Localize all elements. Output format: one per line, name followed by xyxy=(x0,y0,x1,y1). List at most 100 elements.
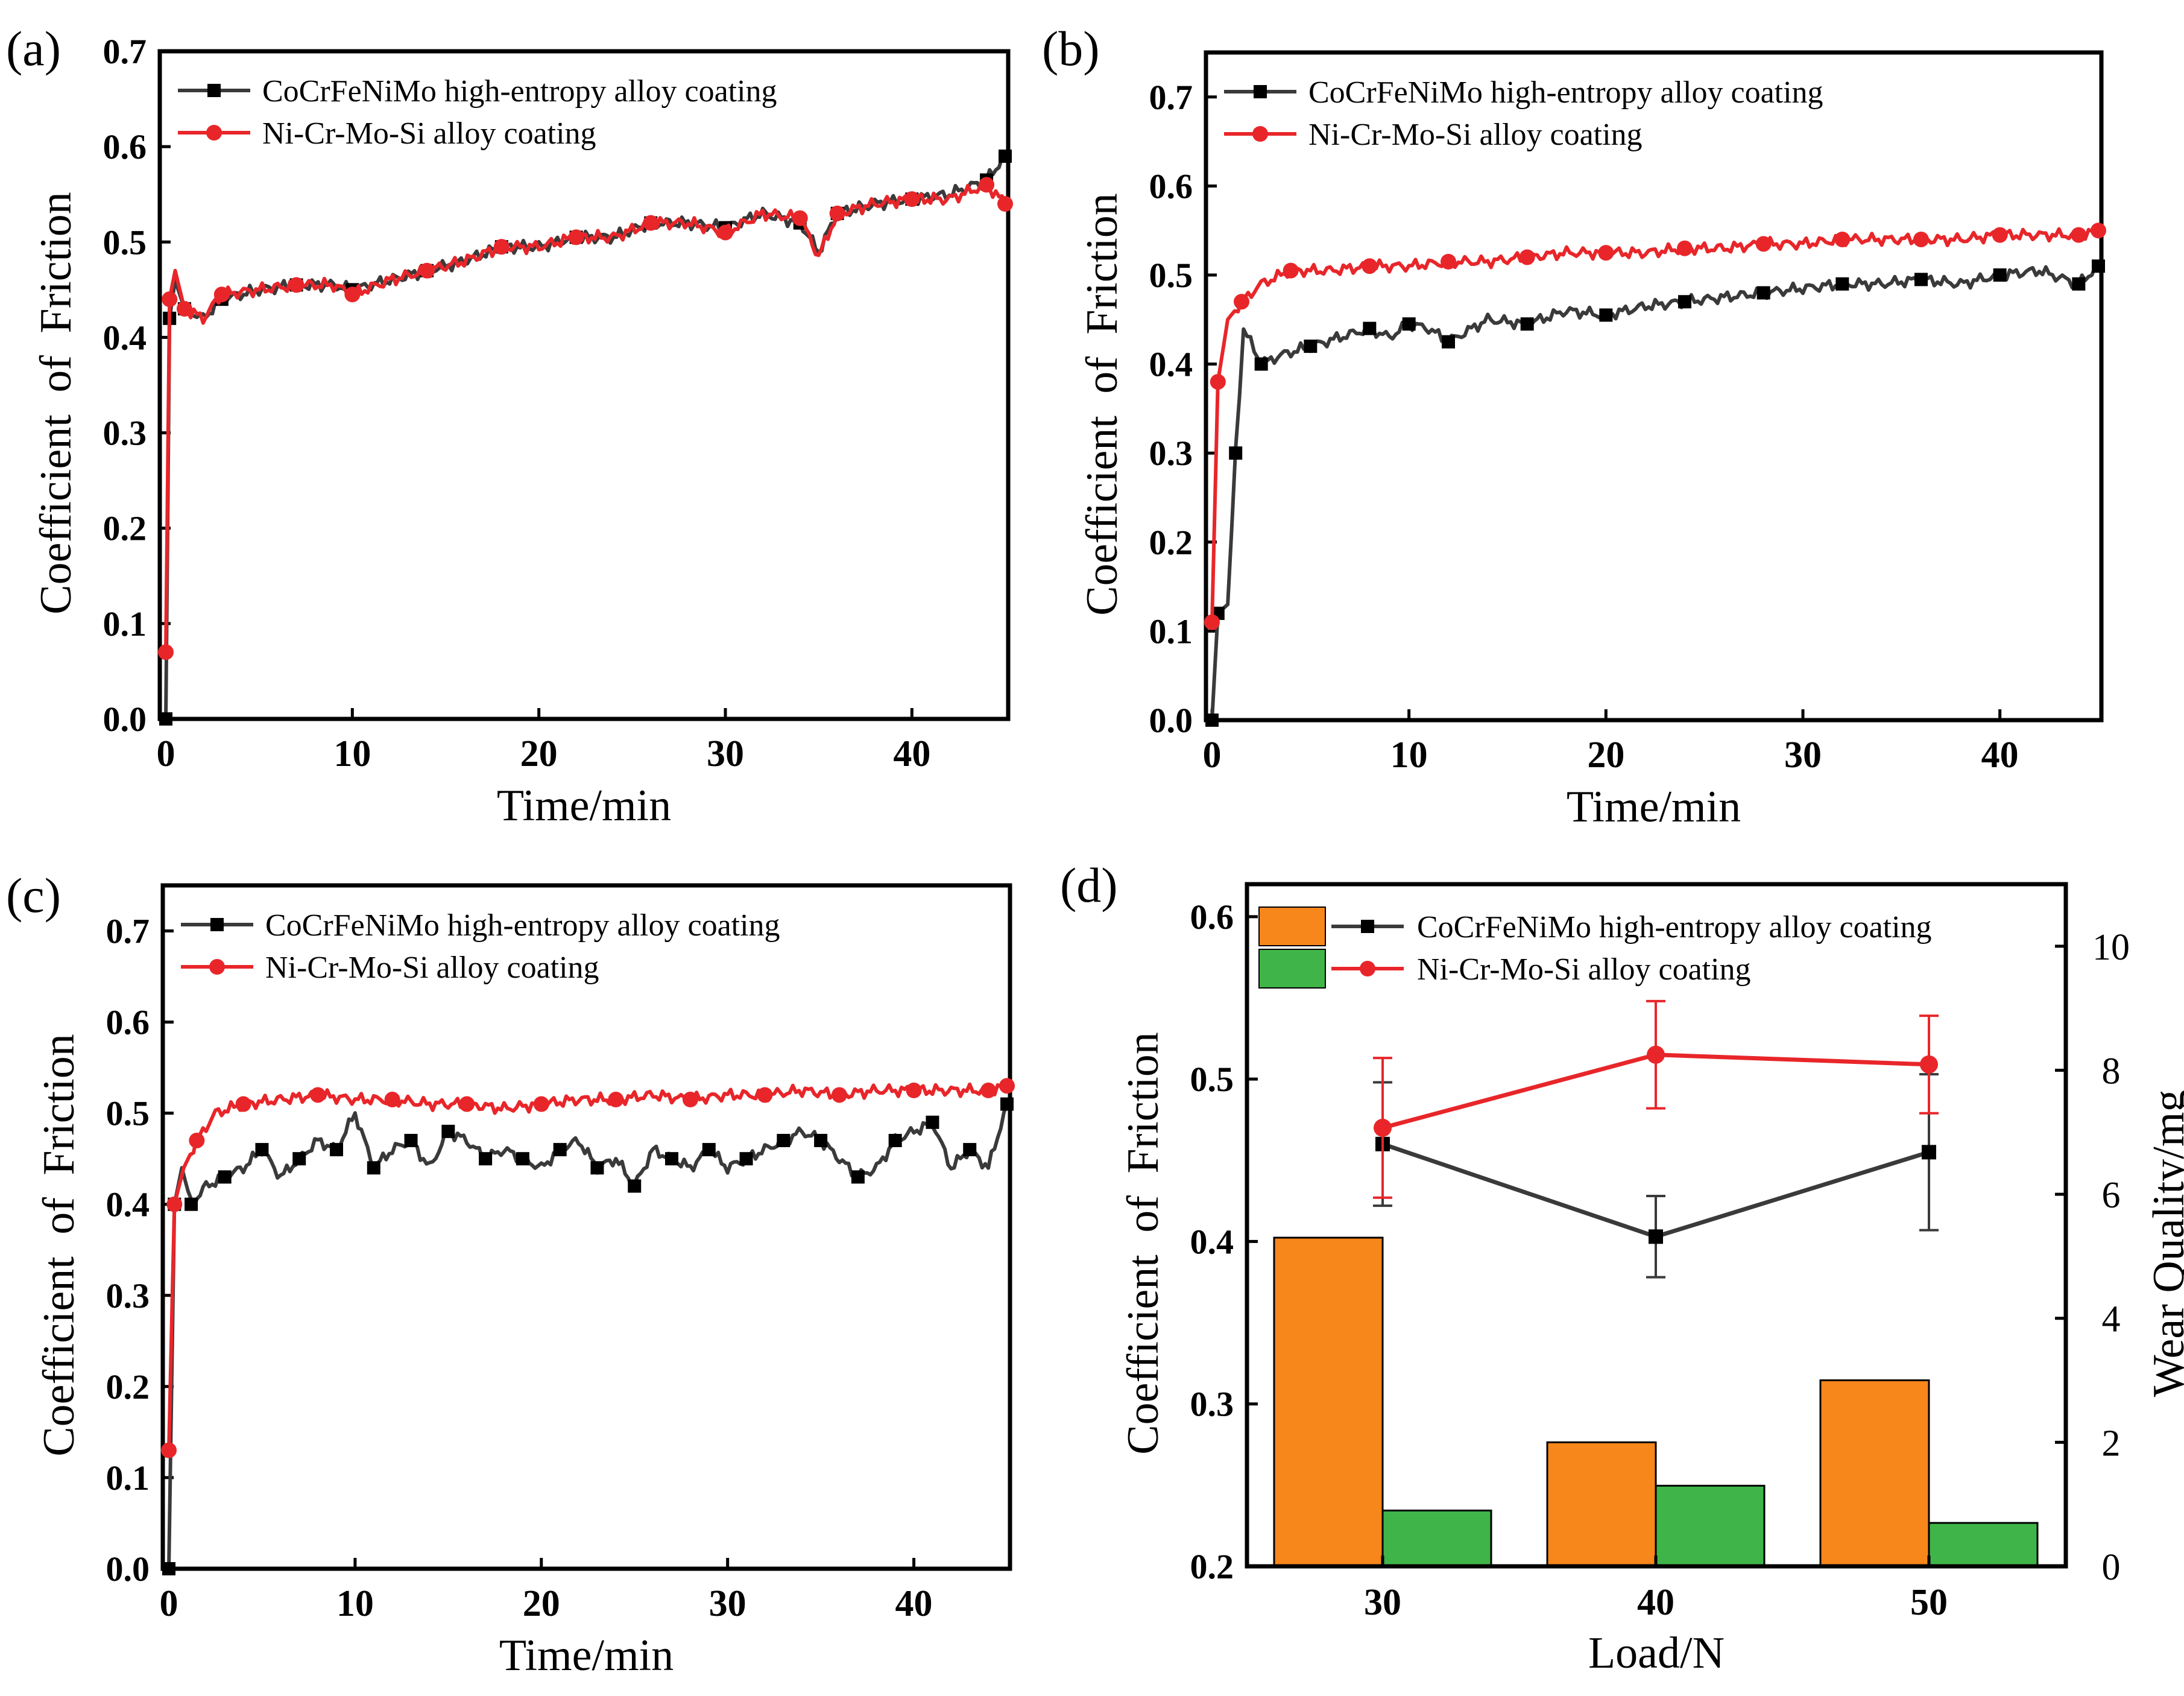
legend-marker-ni xyxy=(206,125,222,141)
y-tick-label: 0.5 xyxy=(106,1094,150,1133)
data-point-ni xyxy=(904,191,920,207)
data-point-ni xyxy=(161,1442,177,1458)
data-point-ni xyxy=(2091,223,2106,239)
panel-a-chart: 0.0 0.1 0.2 0.3 0.4 0.5 0.6 0.7 0 10 20 30 40 Time/mi… xyxy=(31,32,1013,831)
legend-label-coco: CoCrFeNiMo high-entropy alloy coating xyxy=(265,908,780,943)
x-tick-label: 20 xyxy=(1587,735,1624,776)
x-axis-label: Load/N xyxy=(1588,1628,1725,1678)
data-point-coco xyxy=(851,1170,865,1184)
data-point-coco xyxy=(162,1562,175,1575)
data-point-coco xyxy=(218,1170,232,1184)
x-tick-label: 20 xyxy=(523,1583,560,1624)
data-point-coco xyxy=(404,1133,418,1147)
data-point-coco xyxy=(2072,277,2086,291)
data-point-coco xyxy=(1756,286,1770,300)
data-point-coco xyxy=(999,149,1012,163)
data-point-ni xyxy=(643,215,659,231)
x-tick-label: 40 xyxy=(1637,1582,1674,1623)
data-point-ni xyxy=(792,210,808,226)
legend-marker-coco xyxy=(207,84,221,97)
bar-coco xyxy=(1546,1441,1657,1568)
series-line-ni xyxy=(167,1080,1009,1451)
y-tick-label: 0.1 xyxy=(103,604,147,644)
legend-label-coco: CoCrFeNiMo high-entropy alloy coating xyxy=(1417,910,1932,945)
y-tick-label: 0.4 xyxy=(1190,1222,1234,1261)
data-point-ni xyxy=(608,1092,624,1108)
data-point-ni xyxy=(1913,231,1929,247)
y-axis-label: Coefficient of Friction xyxy=(31,192,81,614)
data-point-ni xyxy=(1441,253,1456,270)
data-point-coco xyxy=(2092,259,2105,273)
data-point-ni xyxy=(757,1087,773,1103)
data-point-ni xyxy=(344,286,361,303)
y-tick-label: 0.0 xyxy=(106,1549,150,1589)
data-point-ni xyxy=(1677,240,1693,256)
data-point-coco xyxy=(185,1197,198,1211)
bar-coco xyxy=(1273,1236,1384,1568)
y-tick-label: 0.5 xyxy=(103,223,147,262)
y-tick-label: 0.6 xyxy=(103,127,147,166)
panel-label-c: (c) xyxy=(6,868,61,923)
data-point-coco xyxy=(1000,1097,1014,1111)
data-point-ni xyxy=(1920,1055,1938,1074)
legend-label-coco: CoCrFeNiMo high-entropy alloy coating xyxy=(1308,75,1823,110)
x-tick-label: 50 xyxy=(1910,1582,1948,1623)
legend-marker-coco xyxy=(1254,85,1267,98)
data-point-coco xyxy=(628,1179,642,1193)
y-tick-label: 0.6 xyxy=(1190,897,1234,937)
x-tick-label: 40 xyxy=(893,733,930,774)
legend-marker-coco xyxy=(1361,920,1374,933)
data-point-ni xyxy=(979,177,995,193)
data-point-ni xyxy=(906,1082,922,1098)
data-point-coco xyxy=(963,1143,977,1157)
data-point-ni xyxy=(568,229,584,245)
y-right-tick-label: 4 xyxy=(2102,1299,2121,1340)
data-point-coco xyxy=(1993,268,2007,282)
data-point-ni xyxy=(459,1096,475,1112)
legend-marker-coco xyxy=(210,918,224,931)
data-point-coco xyxy=(255,1143,269,1157)
data-point-coco xyxy=(739,1152,753,1166)
y-right-tick-label: 6 xyxy=(2102,1175,2121,1216)
data-point-ni xyxy=(419,262,435,279)
series-line-ni xyxy=(1210,225,2100,622)
data-point-ni xyxy=(493,239,510,255)
data-point-coco xyxy=(1402,317,1416,331)
y-tick-label: 0.6 xyxy=(1149,166,1193,206)
y-tick-label: 0.1 xyxy=(106,1458,150,1498)
data-point-coco xyxy=(926,1115,939,1129)
series-line-ni xyxy=(164,179,1007,653)
x-tick-label: 30 xyxy=(709,1583,746,1624)
y-tick-label: 0.2 xyxy=(1190,1547,1234,1586)
data-point-coco xyxy=(814,1133,828,1147)
y-tick-label: 0.1 xyxy=(1149,612,1193,651)
data-point-ni xyxy=(718,224,733,241)
bar-ni xyxy=(1928,1522,2039,1568)
y-tick-label: 0.0 xyxy=(1149,701,1193,740)
x-axis-label: Time/min xyxy=(497,781,671,831)
x-tick-label: 30 xyxy=(1784,735,1822,776)
data-point-coco xyxy=(159,712,172,726)
legend-marker-ni xyxy=(209,959,225,975)
data-point-ni xyxy=(176,300,192,317)
y-tick-label: 0.3 xyxy=(103,414,147,453)
data-point-coco xyxy=(1229,446,1243,460)
data-point-coco xyxy=(1678,295,1691,309)
data-point-coco xyxy=(367,1161,380,1175)
data-point-ni xyxy=(384,1092,400,1108)
data-point-coco xyxy=(590,1161,604,1175)
y-axis-label: Coefficient of Friction xyxy=(1119,1032,1168,1454)
panel-label-b: (b) xyxy=(1042,21,1100,76)
legend-label-coco: CoCrFeNiMo high-entropy alloy coating xyxy=(262,74,777,109)
data-point-coco xyxy=(516,1152,529,1166)
data-point-ni xyxy=(2071,227,2087,243)
y-right-tick-label: 2 xyxy=(2102,1423,2121,1464)
legend-swatch-ni xyxy=(1258,949,1326,989)
y-right-tick-label: 0 xyxy=(2102,1547,2121,1588)
data-point-ni xyxy=(1210,374,1226,390)
y-tick-label: 0.3 xyxy=(1149,434,1193,473)
data-point-ni xyxy=(1234,294,1249,310)
legend-label-ni: Ni-Cr-Mo-Si alloy coating xyxy=(1417,952,1751,987)
plot-frame xyxy=(1204,50,2104,723)
